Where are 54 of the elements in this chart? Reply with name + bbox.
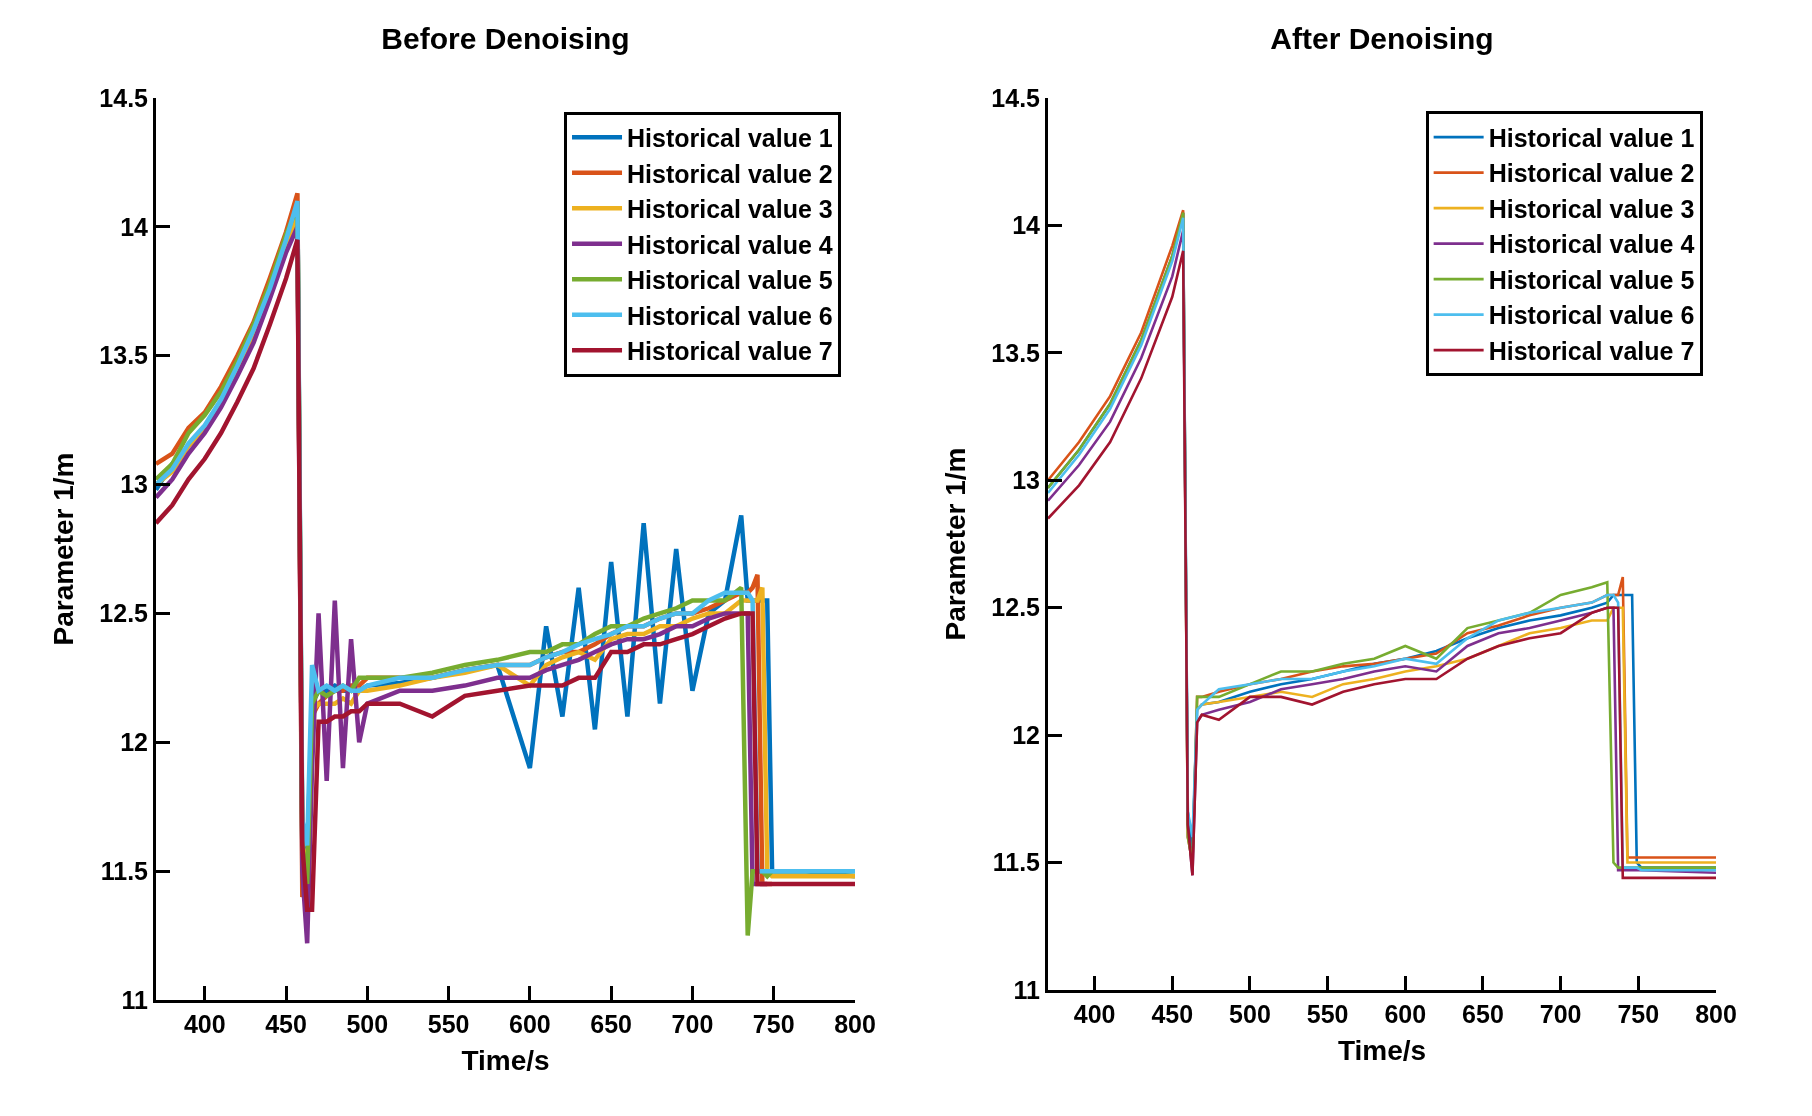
- x-tick-label: 700: [671, 1010, 714, 1038]
- y-tick-label: 12.5: [99, 599, 149, 628]
- x-tick-label: 650: [590, 1010, 633, 1038]
- y-tick-label: 14.5: [99, 83, 149, 112]
- x-tick-label: 400: [183, 1010, 226, 1038]
- y-tick-label: 11.5: [100, 856, 149, 885]
- y-tick-label: 14: [1012, 211, 1041, 240]
- y-tick-label: 14: [120, 212, 149, 241]
- y-axis-title: Parameter 1/m: [940, 447, 972, 641]
- x-tick-label: 450: [1151, 1000, 1194, 1028]
- legend-label: Historical value 1: [627, 124, 833, 153]
- x-tick-label: 500: [346, 1010, 389, 1038]
- legend-label: Historical value 6: [627, 301, 833, 330]
- legend-label: Historical value 4: [627, 230, 833, 259]
- legend-label: Historical value 7: [1488, 336, 1695, 365]
- x-tick-label: 750: [1617, 1000, 1660, 1028]
- x-tick-label: 400: [1073, 1000, 1116, 1028]
- y-tick-label: 13.5: [99, 341, 149, 370]
- x-tick-label: 450: [265, 1010, 307, 1038]
- legend-label: Historical value 3: [627, 195, 833, 224]
- legend-label: Historical value 4: [1488, 230, 1695, 259]
- y-tick-label: 11: [1013, 975, 1041, 1004]
- x-tick-label: 700: [1539, 1000, 1582, 1028]
- x-tick-label: 500: [1229, 1000, 1271, 1028]
- legend-label: Historical value 5: [1488, 265, 1695, 294]
- legend-label: Historical value 6: [1488, 301, 1695, 330]
- x-axis-title: Time/s: [461, 1045, 550, 1077]
- legend-label: Historical value 3: [1488, 194, 1695, 223]
- x-tick-label: 550: [427, 1010, 470, 1038]
- x-tick-label: 600: [1384, 1000, 1427, 1028]
- legend-label: Historical value 1: [1488, 123, 1695, 152]
- y-axis-title: Parameter 1/m: [48, 452, 80, 646]
- y-tick-label: 12.5: [991, 593, 1041, 622]
- x-tick-label: 550: [1306, 1000, 1349, 1028]
- y-tick-label: 14.5: [991, 83, 1041, 112]
- legend-label: Historical value 2: [1488, 159, 1695, 188]
- chart-title: After Denoising: [1270, 21, 1494, 55]
- y-tick-label: 13.5: [991, 338, 1041, 367]
- x-tick-label: 750: [752, 1010, 795, 1038]
- legend-label: Historical value 2: [627, 159, 833, 188]
- y-tick-label: 11.5: [992, 848, 1041, 877]
- x-axis-title: Time/s: [1337, 1035, 1427, 1067]
- x-tick-label: 800: [834, 1010, 876, 1038]
- x-tick-label: 650: [1462, 1000, 1504, 1028]
- x-tick-label: 600: [509, 1010, 551, 1038]
- y-tick-label: 12: [1012, 720, 1040, 749]
- y-tick-label: 11: [121, 985, 149, 1014]
- y-tick-label: 12: [120, 728, 148, 757]
- y-tick-label: 13: [120, 470, 148, 499]
- chart-title: Before Denoising: [381, 21, 630, 55]
- legend-label: Historical value 7: [627, 337, 833, 366]
- x-tick-label: 800: [1695, 1000, 1737, 1028]
- legend-label: Historical value 5: [627, 266, 833, 295]
- y-tick-label: 13: [1012, 466, 1040, 495]
